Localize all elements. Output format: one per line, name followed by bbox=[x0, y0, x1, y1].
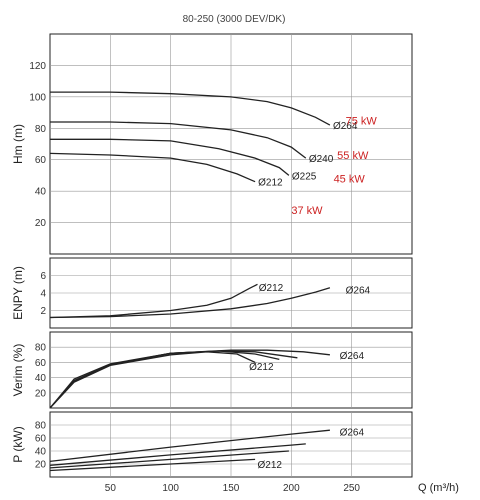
power-annotation: 45 kW bbox=[334, 174, 366, 186]
series-line bbox=[49, 350, 280, 409]
panel-efficiency: 20 40 60 80 Verim (%) Ø212 Ø264 bbox=[11, 331, 413, 409]
series-line bbox=[49, 443, 306, 466]
y-tick-label: 20 bbox=[35, 388, 47, 399]
y-tick-label: 80 bbox=[35, 343, 47, 354]
panel-npsh: 2 4 6 ENPY (m) Ø212 Ø264 bbox=[11, 257, 413, 329]
y-tick-label: 60 bbox=[35, 155, 47, 166]
y-tick-label: 2 bbox=[40, 306, 46, 317]
power-annotation: 37 kW bbox=[291, 205, 323, 217]
y-tick-label: 100 bbox=[29, 92, 46, 103]
power-annotation: 55 kW bbox=[337, 150, 369, 162]
series-label: Ø212 bbox=[258, 178, 283, 189]
x-tick-label: 200 bbox=[283, 483, 300, 494]
curve-label: Ø212 bbox=[258, 460, 283, 471]
x-tick-label: 250 bbox=[343, 483, 360, 494]
panel-head: 20 40 60 80 100 120 Hm (m) Ø264 Ø240 Ø225 Ø212 75 k… bbox=[11, 33, 413, 255]
y-tick-label: 20 bbox=[35, 218, 47, 229]
series-line bbox=[49, 152, 256, 183]
series-line bbox=[49, 429, 330, 463]
series-label: Ø264 bbox=[333, 121, 358, 132]
series-label: Ø240 bbox=[309, 154, 334, 165]
chart-title: 80-250 (3000 DEV/DK) bbox=[183, 14, 286, 25]
y-tick-label: 6 bbox=[40, 271, 46, 282]
series-line bbox=[49, 458, 256, 472]
y-tick-label: 60 bbox=[35, 434, 47, 445]
series-line bbox=[49, 283, 258, 319]
x-tick-label: 150 bbox=[223, 483, 240, 494]
curve-label: Ø212 bbox=[259, 283, 284, 294]
series-line bbox=[49, 450, 289, 469]
y-axis-label: ENPY (m) bbox=[11, 266, 25, 320]
x-tick-label: 100 bbox=[162, 483, 179, 494]
power-annotation: 75 kW bbox=[346, 115, 378, 127]
y-axis-label: Verim (%) bbox=[11, 344, 25, 397]
y-tick-label: 20 bbox=[35, 460, 47, 471]
series-line bbox=[49, 350, 298, 409]
y-axis-label: Hm (m) bbox=[11, 124, 25, 164]
y-axis-label: P (kW) bbox=[11, 426, 25, 462]
chart-panels: 20 40 60 80 100 120 Hm (m) Ø264 Ø240 Ø225 Ø212 75 k… bbox=[11, 33, 413, 494]
y-tick-label: 80 bbox=[35, 421, 47, 432]
curve-label: Ø264 bbox=[340, 351, 365, 362]
series-line bbox=[50, 91, 331, 126]
y-tick-label: 60 bbox=[35, 358, 47, 369]
curve-label: Ø264 bbox=[346, 286, 371, 297]
y-tick-label: 4 bbox=[40, 289, 46, 300]
panel-power: 20 40 60 80 P (kW) Ø264 Ø212 50 100 150 200 250 bbox=[11, 411, 413, 494]
series-label: Ø225 bbox=[292, 171, 317, 182]
series-line bbox=[49, 349, 330, 409]
y-tick-label: 40 bbox=[35, 373, 47, 384]
curve-label: Ø212 bbox=[249, 362, 274, 373]
series-line bbox=[49, 351, 256, 409]
x-tick-label: 50 bbox=[105, 483, 117, 494]
series-line bbox=[49, 287, 331, 319]
y-tick-label: 80 bbox=[35, 124, 47, 135]
y-tick-label: 120 bbox=[29, 61, 46, 72]
curve-label: Ø264 bbox=[340, 428, 365, 439]
y-tick-label: 40 bbox=[35, 447, 47, 458]
x-axis-label: Q (m³/h) bbox=[418, 482, 459, 494]
y-tick-label: 40 bbox=[35, 187, 47, 198]
series-line bbox=[50, 121, 307, 159]
series-line bbox=[50, 138, 290, 176]
